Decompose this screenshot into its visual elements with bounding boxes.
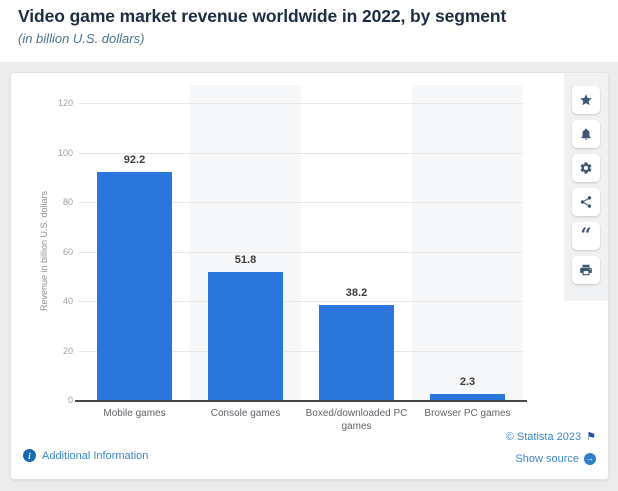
- source-arrow-icon: →: [584, 453, 596, 465]
- grid-line: [79, 202, 523, 203]
- grid-line: [79, 251, 523, 253]
- chart-subtitle: (in billion U.S. dollars): [18, 31, 145, 46]
- share-icon: [579, 195, 593, 209]
- star-icon: [579, 93, 593, 107]
- chart-header: Video game market revenue worldwide in 2…: [18, 6, 608, 46]
- bar[interactable]: [430, 394, 505, 400]
- bar[interactable]: [97, 171, 172, 400]
- grid-line: [79, 103, 523, 104]
- notifications-button[interactable]: [572, 120, 600, 148]
- bar[interactable]: [319, 305, 394, 400]
- bar-value-label: 51.8: [234, 253, 257, 266]
- bar-chart: Revenue in billion U.S. dollars 0 20 40 60 8…: [11, 73, 608, 479]
- bar-value-label: 2.3: [459, 376, 476, 389]
- chart-title: Video game market revenue worldwide in 2…: [18, 6, 507, 26]
- share-button[interactable]: [572, 188, 600, 216]
- bar-value-label: 92.2: [123, 153, 146, 166]
- printer-icon: [579, 263, 593, 277]
- grid-line: [79, 152, 523, 154]
- toolbar-rail: “: [564, 73, 608, 301]
- y-tick-label: 20: [62, 345, 73, 356]
- grid-line: [79, 301, 523, 302]
- x-category-label: Browser PC games: [424, 408, 511, 419]
- bar-value-label: 38.2: [345, 287, 368, 300]
- y-tick-label: 120: [57, 98, 73, 108]
- flag-icon: ⚑: [586, 430, 596, 443]
- x-category-label: Mobile games: [103, 408, 166, 419]
- additional-information-link[interactable]: i Additional Information: [23, 449, 148, 462]
- favorite-button[interactable]: [572, 86, 600, 114]
- print-button[interactable]: [572, 256, 600, 284]
- additional-information-label: Additional Information: [42, 449, 149, 462]
- gear-icon: [579, 161, 593, 175]
- bell-icon: [579, 127, 593, 141]
- show-source-link[interactable]: Show source →: [506, 452, 596, 466]
- cite-button[interactable]: “: [572, 222, 600, 250]
- copyright-label: © Statista 2023: [505, 431, 582, 443]
- y-tick-label: 60: [62, 246, 73, 257]
- show-source-label: Show source: [515, 453, 579, 465]
- y-tick-label: 0: [67, 395, 73, 405]
- quote-icon: “: [580, 224, 592, 246]
- bar[interactable]: [208, 271, 283, 400]
- x-category-label: Console games: [210, 408, 281, 419]
- y-tick-label: 40: [62, 296, 73, 306]
- y-tick-label: 80: [62, 197, 73, 207]
- settings-button[interactable]: [572, 154, 600, 182]
- grid-line: [79, 350, 523, 352]
- footer-right: © Statista 2023 ⚑ Show source →: [506, 430, 596, 474]
- plot-band: [412, 85, 523, 400]
- copyright-link[interactable]: © Statista 2023 ⚑: [506, 430, 596, 444]
- x-axis-line: [75, 400, 527, 402]
- x-category-label: Boxed/downloaded PC games: [305, 408, 408, 432]
- info-icon: i: [23, 449, 36, 462]
- chart-card: Revenue in billion U.S. dollars 0 20 40 60 8…: [10, 72, 609, 480]
- y-tick-label: 100: [57, 147, 73, 158]
